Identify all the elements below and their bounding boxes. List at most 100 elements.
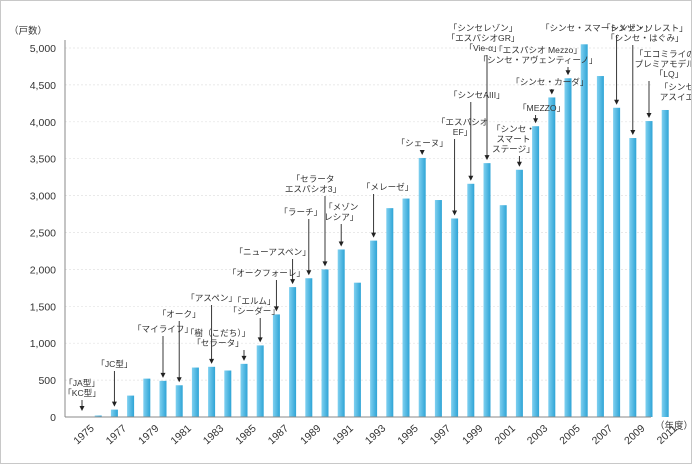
annotation-arrow-head — [160, 372, 166, 378]
bar-1998 — [451, 218, 459, 417]
bar-1988 — [289, 287, 297, 417]
annotation-label: 「ラーチ」 — [279, 207, 322, 217]
x-axis-label: （年度） — [655, 420, 691, 432]
bar-1992 — [353, 282, 361, 417]
y-tick-label: 4,500 — [30, 80, 56, 92]
annotation-label: 「シンセ・スマートメゾン」 — [541, 23, 652, 33]
x-tick-label: 2009 — [622, 422, 648, 447]
bar-1991 — [337, 249, 345, 417]
annotation-arrow-head — [273, 306, 279, 312]
x-tick-label: 1977 — [104, 422, 130, 447]
annotation-label: 「エスパシオGR」 — [446, 33, 519, 43]
annotation-label: 「JA型」 — [64, 378, 100, 388]
annotation-1985: 「樹（こだち）」「セラータ」 — [186, 327, 250, 361]
bar-2005 — [564, 78, 572, 418]
annotation-arrow-head — [565, 70, 571, 76]
bar-1984 — [224, 370, 232, 417]
bar-1989 — [305, 278, 313, 417]
annotation-label: 「シンセ・ — [660, 82, 691, 92]
annotation-label: 「シェーヌ」 — [396, 138, 448, 148]
annotation-arrow-head — [338, 241, 344, 247]
bar-2010 — [645, 121, 653, 417]
annotation-1975: 「JA型」「KC型」 — [63, 378, 101, 411]
bar-2003 — [532, 126, 540, 417]
annotation-label: 「アスペン」 — [186, 293, 237, 303]
annotation-1996: 「シェーヌ」 — [396, 138, 448, 155]
x-tick-label: 1997 — [428, 422, 454, 447]
x-tick-label: 1995 — [395, 422, 421, 447]
bar-1978 — [127, 395, 135, 417]
annotation-label: アスイエ」 — [660, 92, 691, 102]
y-tick-label: 0 — [50, 412, 56, 424]
annotation-arrow-head — [176, 377, 182, 383]
annotation-arrow-head — [452, 210, 458, 216]
annotation-label: 「シンセ・ — [492, 124, 535, 134]
annotation-label: 「エスパシオ Mezzo」 — [494, 45, 582, 55]
x-tick-label: 1985 — [233, 422, 259, 447]
x-tick-label: 1999 — [460, 422, 486, 447]
bar-2000 — [483, 163, 491, 417]
annotation-arrow-head — [257, 337, 263, 343]
annotation-arrow-head — [484, 155, 490, 161]
bar-1985 — [240, 363, 248, 417]
annotation-label: 「マイライフ」 — [133, 324, 193, 334]
x-tick-label: 1989 — [298, 422, 324, 447]
annotation-label: 「JC型」 — [96, 359, 132, 369]
annotation-label: 「エコミライの家 — [635, 48, 691, 59]
x-tick-label: 1991 — [330, 422, 356, 447]
x-tick-labels: 1975 1977 1979 1981 1983 1985 1987 1989 1991 1993… — [71, 422, 679, 447]
annotations: 「JA型」「KC型」 「JC型」 「マイライフ」 「オーク」 「アスペン」「樹（こだち）… — [63, 23, 691, 411]
y-tick-label: 2,000 — [30, 264, 56, 276]
annotation-label: 「シーダー」 — [228, 305, 280, 316]
annotation-1980: 「マイライフ」 — [133, 324, 193, 378]
annotation-2005: 「エスパシオ Mezzo」「シンセ・アヴェンティーノ」 — [478, 45, 598, 76]
annotation-1989: 「ラーチ」 — [279, 207, 322, 276]
annotation-arrow-head — [533, 118, 539, 124]
x-tick-label: 1979 — [136, 422, 162, 447]
bar-1995 — [402, 198, 410, 417]
bar-2007 — [596, 76, 604, 417]
annotation-label: 「シンセレゾン」 — [449, 23, 518, 33]
bar-1996 — [418, 157, 426, 417]
axes — [64, 40, 651, 418]
bar-1979 — [143, 378, 151, 417]
y-tick-label: 5,000 — [30, 43, 56, 55]
annotation-label: 「シンセAIII」 — [449, 90, 505, 100]
annotation-label: 「シンセ・アヴェンティーノ」 — [478, 54, 597, 65]
bar-1986 — [256, 345, 264, 417]
annotation-label: 「メレーゼ」 — [362, 181, 414, 192]
annotation-arrow-head — [630, 130, 636, 136]
y-tick-label: 500 — [38, 375, 56, 387]
y-axis-label: （戸数） — [9, 25, 47, 37]
annotation-arrow-head — [79, 406, 85, 411]
annotation-1999: 「シンセAIII」 — [449, 90, 505, 181]
annotation-arrow-head — [209, 358, 215, 364]
annotation-arrow-head — [549, 89, 555, 95]
annotation-arrow-head — [468, 175, 474, 181]
annotation-arrow-head — [241, 355, 247, 361]
annotation-label: 「KC型」 — [63, 388, 101, 398]
bar-1983 — [208, 366, 216, 417]
annotation-arrow-head — [322, 261, 328, 267]
y-tick-labels: 0 500 1,000 1,500 2,000 2,500 3,000 3,500 4,000 4… — [30, 43, 56, 424]
annotation-label: 「シンセ・カーダ」 — [511, 76, 588, 87]
annotation-label: 「シンセ・ソレスト」 — [602, 23, 688, 33]
annotation-1983: 「アスペン」 — [186, 293, 237, 364]
annotation-label: 「メゾン — [324, 202, 358, 212]
annotation-2000: 「シンセレゾン」「エスパシオGR」「Vie-α」 — [446, 23, 520, 161]
annotation-1993: 「メレーゼ」 — [362, 181, 414, 238]
y-tick-label: 1,500 — [30, 301, 56, 313]
annotation-1986: 「エルム」「シーダー」 — [228, 296, 280, 343]
annotation-label: ステージ」 — [492, 144, 535, 154]
x-tick-label: 2007 — [590, 422, 616, 447]
annotation-label: レシア」 — [324, 212, 358, 222]
annotation-1977: 「JC型」 — [96, 359, 133, 407]
annotation-label: 「Vie-α」 — [464, 43, 501, 53]
annotation-arrow-head — [306, 270, 312, 276]
bar-1976 — [94, 415, 102, 417]
annotation-2004: 「シンセ・カーダ」 — [511, 76, 588, 95]
annotation-label: 「ニューアスペン」 — [234, 247, 310, 257]
